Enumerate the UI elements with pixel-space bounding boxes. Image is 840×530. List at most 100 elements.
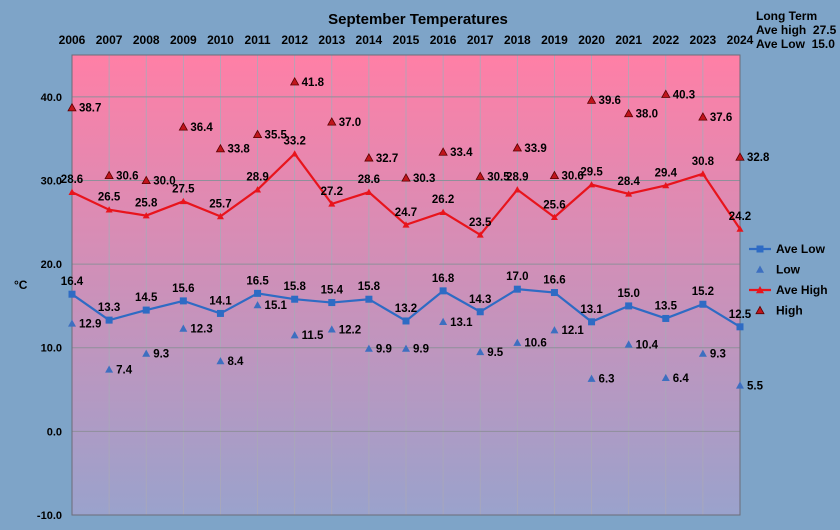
high-data-label: 30.6 [561, 170, 583, 182]
ave-high-marker [476, 231, 484, 238]
low-marker [364, 344, 373, 352]
legend-low-marker [756, 265, 764, 273]
high-data-label: 37.6 [710, 112, 732, 124]
legend-high-marker [755, 305, 765, 315]
ave-low-marker [588, 318, 596, 326]
low-data-label: 5.5 [747, 380, 764, 392]
low-marker [327, 325, 336, 333]
ave-low-marker [513, 285, 521, 293]
high-data-label: 30.6 [116, 170, 138, 182]
high-marker [512, 143, 523, 152]
x-tick-label: 2006 [59, 33, 86, 47]
low-marker [402, 344, 410, 352]
low-marker [142, 349, 151, 357]
ave-low-marker [439, 287, 447, 295]
low-data-label: 6.4 [673, 373, 690, 385]
high-data-label: 33.4 [450, 147, 473, 159]
high-marker [586, 95, 597, 104]
high-data-label: 33.8 [227, 144, 250, 156]
ave-low-marker [365, 295, 373, 303]
ave-high-marker [588, 181, 596, 188]
legend-ave-low-marker [756, 245, 764, 253]
ave-high-data-label: 33.2 [283, 136, 305, 148]
y-axis-label: °C [14, 278, 28, 292]
ave-high-marker [291, 150, 299, 157]
high-marker [549, 170, 560, 180]
low-data-label: 10.4 [636, 339, 659, 351]
high-data-label: 40.3 [673, 89, 695, 101]
ave-low-marker [550, 289, 558, 297]
ave-low-marker [254, 289, 262, 297]
ave-high-data-label: 30.8 [692, 156, 715, 168]
ave-high-marker [550, 213, 558, 221]
high-data-label: 30.0 [153, 175, 175, 187]
ave-high-marker [439, 208, 447, 216]
high-marker [327, 117, 337, 126]
low-marker [253, 301, 262, 309]
ave-low-data-label: 16.6 [543, 275, 565, 287]
low-marker [624, 340, 633, 348]
ave-high-data-label: 29.5 [580, 167, 603, 179]
high-marker [141, 175, 151, 185]
low-marker [290, 331, 299, 339]
x-tick-label: 2021 [615, 33, 642, 47]
low-marker [105, 365, 114, 373]
ave-low-marker [216, 309, 224, 317]
low-marker [439, 317, 448, 325]
y-tick-label: 0.0 [47, 426, 62, 438]
high-data-label: 30.5 [487, 171, 510, 183]
x-tick-label: 2023 [690, 33, 717, 47]
low-marker [68, 319, 76, 327]
low-data-label: 12.1 [561, 325, 584, 337]
high-marker [215, 143, 226, 153]
ave-low-marker [68, 290, 76, 298]
ave-low-marker [402, 317, 410, 325]
x-tick-label: 2015 [393, 33, 420, 47]
x-tick-label: 2009 [170, 33, 197, 47]
low-data-label: 12.2 [339, 324, 361, 336]
high-data-label: 37.0 [339, 117, 361, 129]
ave-high-data-label: 26.5 [98, 192, 121, 204]
low-marker [513, 338, 522, 346]
ave-high-data-label: 29.4 [655, 167, 678, 179]
x-tick-label: 2016 [430, 33, 457, 47]
x-tick-label: 2008 [133, 33, 160, 47]
x-tick-label: 2020 [578, 33, 605, 47]
annotation-line-3: Ave Low 15.0 [756, 37, 835, 51]
ave-high-marker [662, 181, 670, 189]
ave-low-data-label: 15.2 [692, 286, 714, 298]
low-data-label: 10.6 [524, 338, 546, 350]
legend-ave-high-marker [756, 286, 764, 294]
x-tick-label: 2022 [652, 33, 679, 47]
ave-low-data-label: 16.8 [432, 273, 455, 285]
ave-low-data-label: 15.4 [321, 285, 344, 297]
ave-low-marker [105, 316, 113, 324]
annotation-line-1: Long Term [756, 9, 817, 23]
high-marker [252, 129, 263, 139]
ave-high-marker [179, 197, 187, 205]
ave-low-data-label: 13.5 [655, 300, 678, 312]
y-tick-label: 30.0 [41, 175, 62, 187]
low-data-label: 12.9 [79, 318, 101, 330]
high-data-label: 32.7 [376, 153, 398, 165]
high-marker [401, 173, 411, 182]
x-tick-label: 2011 [245, 33, 271, 47]
ave-high-marker [365, 188, 373, 195]
x-tick-label: 2010 [207, 33, 234, 47]
high-data-label: 38.7 [79, 103, 101, 115]
ave-high-marker [105, 206, 113, 213]
high-marker [438, 147, 448, 156]
ave-high-data-label: 28.4 [617, 176, 640, 188]
x-tick-label: 2012 [281, 33, 308, 47]
x-tick-label: 2018 [504, 33, 531, 47]
low-data-label: 12.3 [190, 323, 212, 335]
ave-low-marker [179, 297, 187, 305]
x-tick-label: 2019 [541, 33, 568, 47]
ave-low-data-label: 13.3 [98, 302, 120, 314]
ave-high-marker [68, 188, 76, 195]
low-data-label: 11.5 [302, 330, 324, 342]
low-marker [476, 347, 485, 356]
ave-low-marker [291, 295, 299, 303]
high-marker [623, 108, 634, 118]
high-data-label: 39.6 [599, 95, 621, 107]
